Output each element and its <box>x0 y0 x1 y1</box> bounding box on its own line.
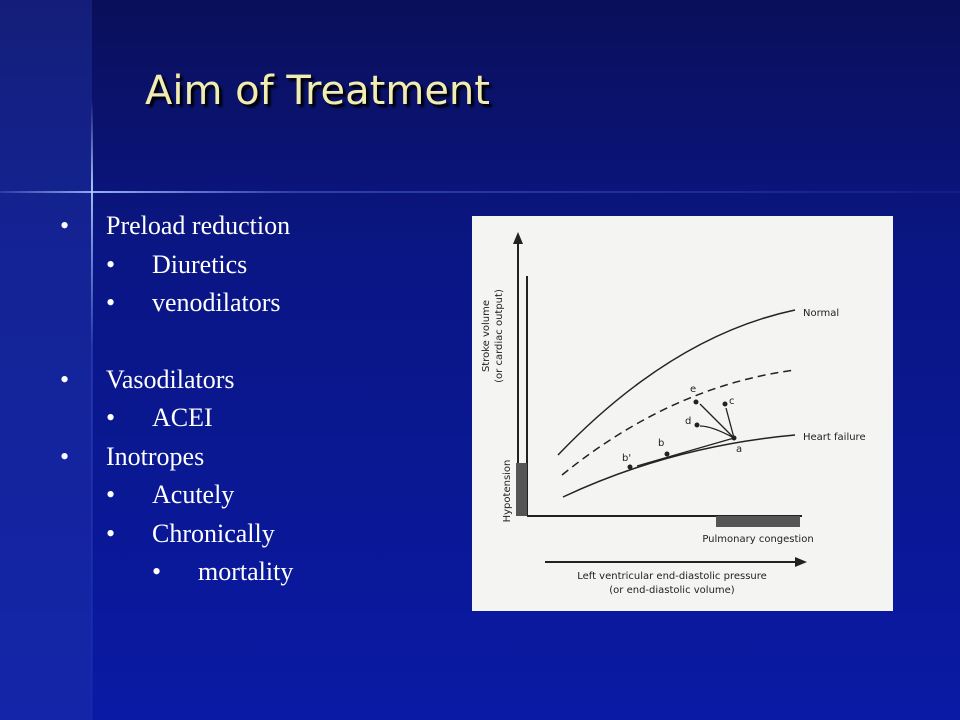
bullet-group: Acutely <box>106 476 293 515</box>
bullet: Acutely <box>106 476 293 515</box>
point-label: d <box>685 416 691 427</box>
bullet-group: venodilators <box>106 284 293 323</box>
axis-label: Left ventricular end-diastolic pressure <box>577 571 767 582</box>
divider <box>91 100 93 720</box>
bullet: Diuretics <box>106 246 293 285</box>
bullet: Inotropes <box>60 438 293 477</box>
bullet-group: VasodilatorsACEI <box>60 361 293 438</box>
bullet: ACEI <box>106 399 293 438</box>
bullet-group: Preload reductionDiureticsvenodilators <box>60 207 293 323</box>
bullet: venodilators <box>106 284 293 323</box>
point-label: c <box>729 396 735 407</box>
bullet-group: Diuretics <box>106 246 293 285</box>
region-label: Pulmonary congestion <box>702 534 813 545</box>
bullet-list: Preload reductionDiureticsvenodilators Va… <box>60 207 293 592</box>
bullet: Chronically <box>106 515 293 554</box>
bullet-group: ACEI <box>106 399 293 438</box>
region-label: Hypotension <box>502 460 513 523</box>
side-band <box>0 0 92 720</box>
figure: a b b' c d e Normal Heart failure Stroke… <box>472 216 893 611</box>
axis-label: (or end-diastolic volume) <box>609 585 735 596</box>
curve-label: Normal <box>803 308 839 319</box>
bullet: Preload reduction <box>60 207 293 246</box>
bullet-group: mortality <box>152 553 293 592</box>
point-label: e <box>690 384 696 395</box>
point-label: b' <box>622 453 631 464</box>
divider <box>0 191 960 193</box>
bullet-group: Chronicallymortality <box>106 515 293 592</box>
axis-label: (or cardiac output) <box>494 289 505 383</box>
point-label: b <box>658 438 664 449</box>
point-label: a <box>736 444 742 455</box>
title: Aim of Treatment <box>145 68 490 114</box>
bullet-group: InotropesAcutelyChronicallymortality <box>60 438 293 592</box>
curve-label: Heart failure <box>803 432 866 443</box>
bullet: Vasodilators <box>60 361 293 400</box>
bullet: mortality <box>152 553 293 592</box>
axis-label: Stroke volume <box>481 300 492 372</box>
